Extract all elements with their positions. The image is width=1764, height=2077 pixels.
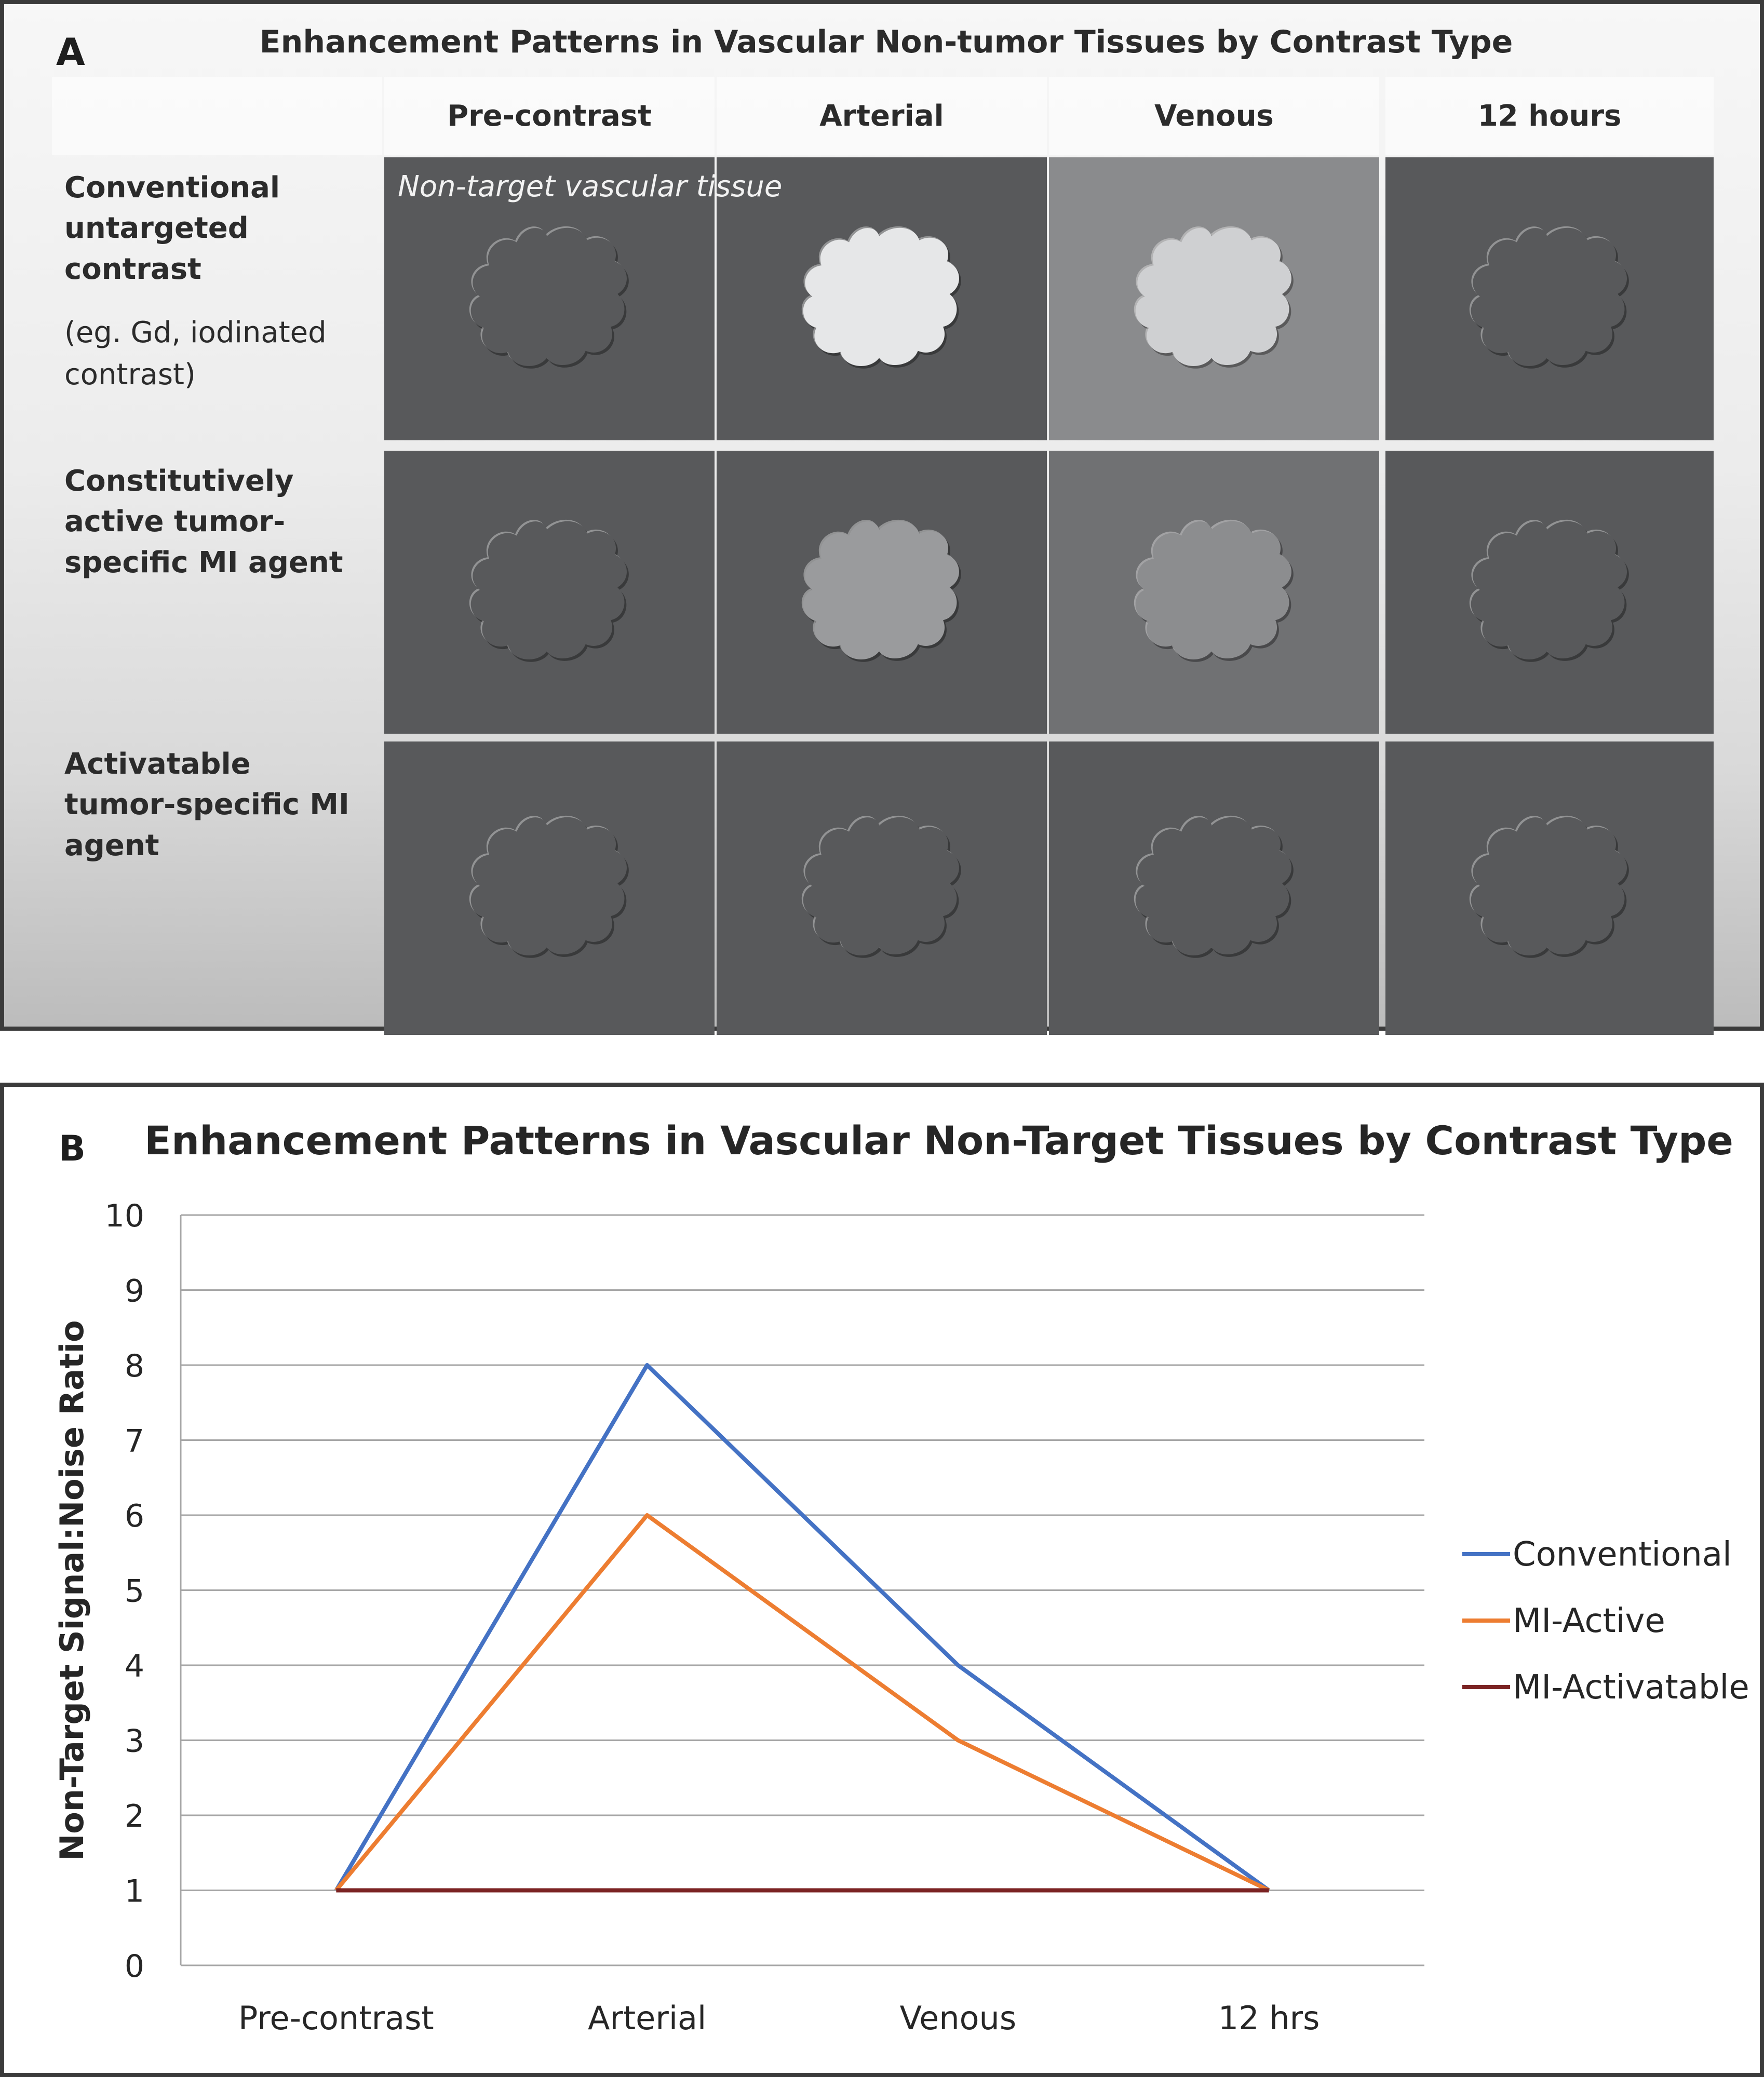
y-tick-label: 3 [125,1723,144,1760]
image-cell-r2-c3 [1049,451,1379,734]
tissue-blob [1469,815,1629,958]
image-cell-r2-c4 [1385,451,1714,734]
tissue-blob [469,226,629,369]
image-cell-r1-c4 [1385,157,1714,440]
line-chart: Enhancement Patterns in Vascular Non-Tar… [53,1117,1749,2037]
image-cell-r3-c2 [717,741,1047,1035]
series-line-mi-active [334,1513,1270,1893]
y-tick-label: 7 [125,1423,144,1460]
x-tick-label: Pre-contrast [238,1999,434,2037]
column-header-arterial: Arterial [717,77,1047,155]
panel-a-letter: A [56,30,85,74]
chart-title: Enhancement Patterns in Vascular Non-Tar… [144,1117,1733,1164]
y-tick-label: 6 [125,1498,144,1534]
y-tick-label: 1 [125,1873,144,1910]
header-corner [52,77,382,155]
non-target-vascular-tissue-note: Non-target vascular tissue [398,170,783,204]
y-tick-label: 9 [125,1273,144,1310]
y-tick-label: 8 [125,1348,144,1384]
x-tick-label: Arterial [588,1999,706,2037]
tissue-blob [469,815,629,958]
tissue-blob [1134,519,1294,662]
image-cell-r2-c1 [384,451,715,734]
y-axis-label: Non-Target Signal:Noise Ratio [53,1320,91,1860]
tissue-blob [1469,226,1629,369]
tissue-blob [801,226,961,369]
panel-b: B Enhancement Patterns in Vascular Non-T… [0,1083,1764,2077]
column-header-12-hours: 12 hours [1385,77,1714,155]
tissue-blob [1134,815,1294,958]
y-tick-label: 5 [125,1573,144,1610]
y-tick-label: 2 [125,1798,144,1835]
image-cell-r3-c1 [384,741,715,1035]
row-label-conventional-sub: (eg. Gd, iodinated contrast) [64,316,327,392]
column-header-venous: Venous [1049,77,1379,155]
row-label-constitutively-active-title: Constitutively active tumor-specific MI … [64,464,343,579]
x-tick-label: 12 hrs [1218,1999,1320,2037]
image-cell-r2-c2 [717,451,1047,734]
tissue-blob [469,519,629,662]
image-cell-r3-c4 [1385,741,1714,1035]
image-cell-r3-c3 [1049,741,1379,1035]
panel-b-letter: B [59,1128,86,1169]
row-label-conventional-title: Conventional untargeted contrast [64,171,280,286]
tissue-blob [1469,519,1629,662]
row-label-constitutively-active: Constitutively active tumor-specific MI … [52,451,382,731]
legend-label: MI-Activatable [1513,1668,1749,1707]
enhancement-grid: Pre-contrast Arterial Venous 12 hours Co… [52,77,1714,1035]
image-cell-r1-c1 [384,157,715,440]
tissue-blob [801,815,961,958]
panel-a: A Enhancement Patterns in Vascular Non-t… [0,0,1764,1035]
column-header-pre-contrast: Pre-contrast [384,77,715,155]
y-tick-label: 0 [125,1948,144,1985]
image-cell-r1-c2 [717,157,1047,440]
y-tick-label: 4 [125,1648,144,1684]
row-label-activatable: Activatable tumor-specific MI agent [52,734,382,1024]
tissue-blob [1134,226,1294,369]
y-tick-label: 10 [105,1198,144,1234]
legend-label: MI-Active [1513,1602,1665,1640]
row-label-conventional: Conventional untargeted contrast (eg. Gd… [52,157,382,440]
panel-a-title: Enhancement Patterns in Vascular Non-tum… [259,24,1513,60]
image-cell-r1-c3 [1049,157,1379,440]
row-label-activatable-title: Activatable tumor-specific MI agent [64,747,349,862]
series-line-conventional [334,1363,1270,1892]
tissue-blob [801,519,961,662]
x-tick-label: Venous [900,1999,1017,2037]
legend-label: Conventional [1513,1535,1732,1574]
